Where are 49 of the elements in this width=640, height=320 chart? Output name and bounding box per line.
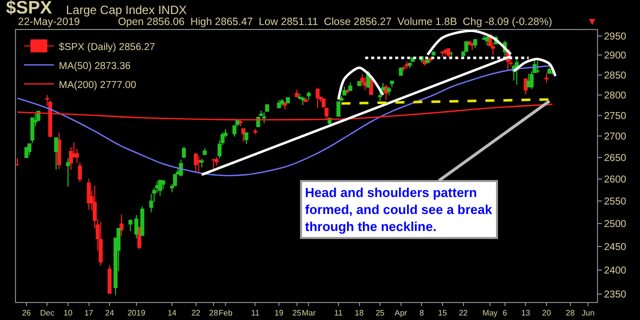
text: 22-May-2019 xyxy=(18,16,80,28)
y-tick-label: 2400 xyxy=(604,265,627,276)
y-tick-label: 2700 xyxy=(604,132,627,143)
x-tick-label: 18 xyxy=(354,308,364,318)
x-tick-label: 28 xyxy=(209,308,219,318)
chart-subtitle: Large Cap Index INDX xyxy=(66,3,187,17)
y-tick-label: 2500 xyxy=(604,219,627,230)
x-tick-label: 22 xyxy=(458,308,468,318)
x-tick-label: 11 xyxy=(334,308,344,318)
legend-label: MA(200) 2777.00 xyxy=(58,80,137,91)
x-tick-label: 28 xyxy=(566,308,576,318)
x-tick-label: 20 xyxy=(542,308,552,318)
x-tick-label: 22 xyxy=(191,308,201,318)
x-tick-label: Apr xyxy=(394,308,408,318)
x-tick-label: May xyxy=(482,308,498,318)
x-tick-label: 6 xyxy=(502,308,508,318)
chart-title: $SPX xyxy=(6,0,52,18)
y-tick-label: 2750 xyxy=(604,110,627,122)
text: ▼ xyxy=(587,16,598,28)
x-tick-label: 25 xyxy=(376,308,386,318)
y-tick-label: 2600 xyxy=(604,174,627,186)
y-tick-label: 2650 xyxy=(604,152,627,164)
y-tick-label: 2350 xyxy=(604,289,627,300)
x-tick-label: 26 xyxy=(22,308,32,318)
x-tick-label: 10 xyxy=(64,308,74,318)
x-tick-label: 17 xyxy=(84,308,94,318)
x-tick-label: Jun xyxy=(582,308,595,318)
x-tick-label: 15 xyxy=(438,308,448,318)
x-tick-label: Dec xyxy=(40,308,54,318)
y-tick-label: 2450 xyxy=(604,242,627,253)
y-tick-label: 2900 xyxy=(604,50,627,62)
x-tick-label: Mar xyxy=(302,308,316,318)
y-tick-label: 2950 xyxy=(604,31,627,42)
text: Open 2856.06 High 2865.47 Low 2851.11 Close 2856.27 Volume 1.8B Chg -8.09 (-0.28%) xyxy=(118,16,552,28)
y-tick-label: 2550 xyxy=(604,196,627,208)
x-tick-label: 24 xyxy=(105,308,115,318)
x-tick-label: 8 xyxy=(419,308,424,318)
x-tick-label: Feb xyxy=(218,308,233,318)
y-tick-label: 2800 xyxy=(604,90,627,102)
x-tick-label: 14 xyxy=(168,308,178,318)
x-tick-label: 2019 xyxy=(127,308,146,318)
x-tick-label: 13 xyxy=(521,308,531,318)
legend-label: $SPX (Daily) 2856.27 xyxy=(58,42,156,53)
x-tick-label: 11 xyxy=(251,308,260,318)
x-tick-label: 25 xyxy=(292,308,302,318)
legend-label: MA(50) 2873.36 xyxy=(58,60,132,72)
x-tick-label: 19 xyxy=(274,308,284,318)
annotation: Head and shoulders pattern formed, and could see a break through the neckline. xyxy=(305,185,493,234)
y-tick-label: 2850 xyxy=(604,70,627,82)
